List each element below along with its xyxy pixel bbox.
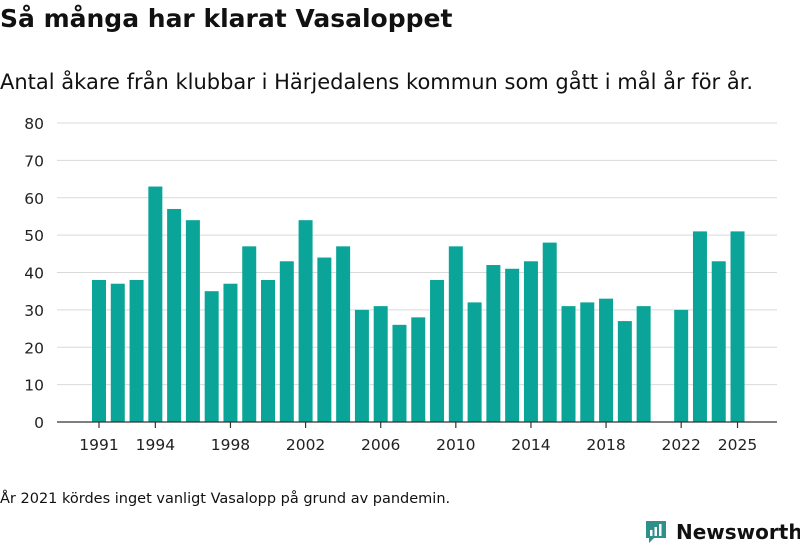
brand-logo: Newsworthy [644, 519, 800, 545]
x-tick-label: 2022 [661, 436, 700, 454]
x-tick-label: 1994 [136, 436, 175, 454]
bar-2008 [411, 317, 426, 422]
bar-1994 [148, 186, 163, 422]
bar-chart: 0 10 20 30 40 50 60 70 80 1991 1994 1998 2002 2006 20… [24, 115, 777, 454]
bar-2011 [467, 302, 482, 422]
bar-2012 [486, 265, 501, 422]
bar-2005 [354, 309, 369, 422]
bar-2024 [711, 261, 726, 422]
x-tick-label: 2025 [718, 436, 757, 454]
bar-2013 [505, 268, 520, 422]
chart-subtitle: Antal åkare från klubbar i Härjedalens k… [0, 70, 754, 94]
bar-1992 [110, 283, 125, 422]
bar-2015 [542, 242, 557, 422]
x-tick-label: 2002 [286, 436, 325, 454]
x-tick-label: 1998 [211, 436, 250, 454]
bar-2018 [599, 298, 614, 422]
y-tick-label: 80 [24, 115, 44, 133]
bar-2022 [674, 309, 689, 422]
bar-chart-logo-icon [646, 521, 666, 543]
bar-2020 [636, 306, 651, 422]
y-tick-label: 60 [24, 190, 44, 208]
bar-1998 [223, 283, 238, 422]
bar-2017 [580, 302, 595, 422]
bar-1996 [185, 220, 200, 422]
x-axis-ticks: 1991 1994 1998 2002 2006 2010 2014 2018 2022 2025 [79, 422, 757, 454]
y-tick-label: 10 [24, 377, 44, 395]
bar-2014 [523, 261, 538, 422]
footnote: År 2021 kördes inget vanligt Vasalopp på… [0, 491, 451, 507]
x-tick-label: 1991 [79, 436, 118, 454]
bar-1997 [204, 291, 219, 422]
x-tick-label: 2006 [361, 436, 400, 454]
bar-1991 [92, 279, 106, 422]
bar-2000 [261, 279, 276, 422]
bar-1995 [167, 208, 182, 422]
bar-2010 [448, 246, 463, 422]
bar-2019 [617, 321, 632, 422]
bar-2016 [561, 306, 576, 422]
bar-2023 [692, 231, 707, 422]
brand-name: Newsworthy [676, 520, 800, 544]
bars [92, 186, 745, 422]
chart-title: Så många har klarat Vasaloppet [0, 4, 453, 33]
bar-2002 [298, 220, 313, 422]
bar-1999 [242, 246, 257, 422]
x-tick-label: 2010 [436, 436, 475, 454]
bar-2025 [730, 231, 745, 422]
y-tick-label: 50 [24, 227, 44, 245]
y-tick-label: 40 [24, 265, 44, 283]
y-tick-label: 0 [34, 414, 44, 432]
x-tick-label: 2014 [511, 436, 550, 454]
x-tick-label: 2018 [586, 436, 625, 454]
bar-1993 [129, 279, 144, 422]
y-tick-label: 30 [24, 302, 44, 320]
bar-2009 [430, 279, 445, 422]
bar-2001 [279, 261, 294, 422]
bar-2006 [373, 306, 388, 422]
bar-2003 [317, 257, 332, 422]
bar-2007 [392, 324, 407, 422]
y-tick-label: 70 [24, 152, 44, 170]
bar-2004 [336, 246, 351, 422]
y-tick-label: 20 [24, 339, 44, 357]
y-axis-ticks: 0 10 20 30 40 50 60 70 80 [24, 115, 44, 432]
